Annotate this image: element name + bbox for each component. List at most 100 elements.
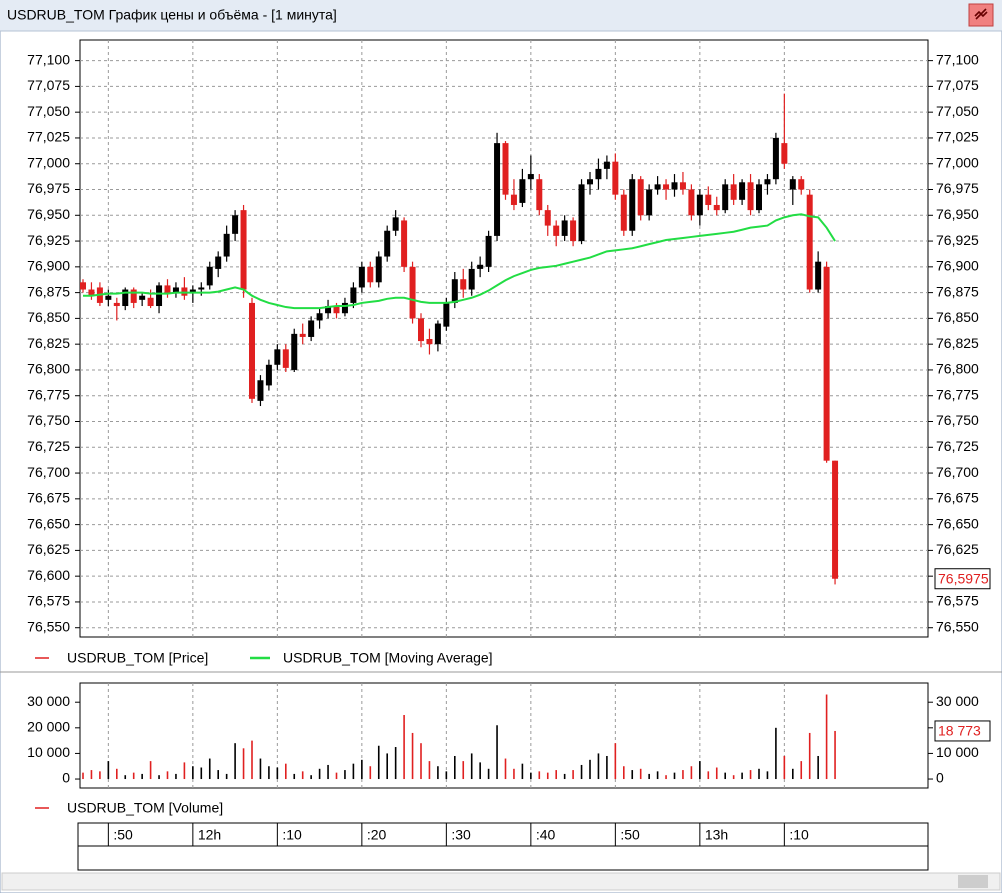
y-tick-label: 0	[62, 770, 70, 786]
last-value-box	[934, 720, 991, 742]
candle-body	[468, 268, 475, 290]
volume-bar	[377, 745, 380, 780]
candle-body	[189, 289, 196, 293]
candle-body	[696, 194, 703, 216]
last-value-box	[934, 568, 991, 590]
volume-bar	[639, 768, 642, 780]
volume-bar	[496, 725, 498, 780]
scrollbar[interactable]	[1, 872, 1001, 891]
volume-bar	[285, 763, 287, 780]
candle-body	[232, 215, 239, 234]
candle-body	[671, 182, 678, 190]
volume-bar	[107, 761, 110, 780]
link-icon	[974, 8, 988, 20]
volume-bar	[301, 771, 304, 780]
time-label: :30	[451, 827, 471, 843]
candle-body	[308, 320, 315, 337]
volume-bar	[445, 771, 448, 780]
y-tick-label: 76,600	[27, 567, 70, 583]
y-tick-label: 76,825	[27, 335, 70, 351]
time-label: :10	[789, 827, 809, 843]
volume-bar	[783, 755, 786, 780]
volume-bar	[276, 767, 279, 780]
volume-bar	[99, 771, 101, 780]
volume-bar	[411, 732, 414, 780]
y2-tick-label: 76,550	[936, 618, 979, 634]
volume-bar	[479, 762, 481, 780]
candle-body	[333, 306, 340, 314]
time-label: :50	[113, 827, 133, 843]
candle-body	[620, 194, 627, 231]
y2-tick-label: 76,625	[936, 541, 979, 557]
scrollbar-thumb[interactable]	[958, 875, 988, 888]
volume-bar	[344, 770, 346, 780]
volume-bar	[707, 771, 710, 780]
volume-bar	[572, 770, 574, 780]
candle-body	[223, 233, 230, 257]
volume-bar	[758, 768, 760, 780]
candle-body	[325, 306, 332, 314]
y2-tick-label: 76,650	[936, 515, 979, 531]
candle-body	[688, 189, 695, 216]
y2-tick-label: 77,100	[936, 51, 979, 67]
candle-body	[832, 460, 839, 579]
y2-tick-label: 76,975	[936, 180, 979, 196]
volume-bar	[166, 771, 169, 780]
volume-bar	[208, 758, 211, 780]
y-tick-label: 76,850	[27, 309, 70, 325]
candle-body	[409, 266, 416, 319]
candle-body	[181, 287, 188, 296]
volume-bar	[158, 775, 160, 780]
candle-body	[730, 184, 737, 200]
y2-tick-label: 76,800	[936, 361, 979, 377]
volume-bar	[597, 753, 600, 780]
volume-bar	[580, 764, 583, 780]
y2-tick-label: 76,850	[936, 309, 979, 325]
volume-bar	[504, 758, 507, 780]
candle-body	[375, 256, 382, 283]
volume-bar	[225, 773, 228, 780]
volume-bar	[673, 772, 676, 780]
volume-bar	[437, 766, 439, 780]
time-label: :50	[620, 827, 640, 843]
candle-body	[679, 182, 686, 190]
volume-bar	[293, 773, 296, 780]
candle-body	[502, 143, 509, 195]
candle-body	[578, 184, 585, 242]
y2-tick-label: 76,925	[936, 232, 979, 248]
y2-tick-label: 76,900	[936, 258, 979, 274]
volume-bar	[124, 775, 127, 780]
volume-bar	[310, 775, 312, 780]
volume-bar	[825, 694, 828, 780]
candle-body	[663, 184, 670, 190]
volume-bar	[741, 772, 743, 780]
candle-body	[265, 364, 272, 386]
y-tick-label: 30 000	[27, 693, 70, 709]
legend-label: USDRUB_TOM [Price]	[67, 650, 208, 666]
candle-body	[156, 285, 163, 307]
y-tick-label: 76,750	[27, 412, 70, 428]
volume-bar	[487, 768, 490, 780]
time-label: :10	[282, 827, 302, 843]
candle-body	[215, 256, 222, 269]
candle-body	[384, 230, 391, 257]
candle-body	[172, 287, 179, 293]
volume-bar	[335, 772, 338, 780]
y2-tick-label: 77,000	[936, 154, 979, 170]
volume-bar	[116, 768, 118, 780]
volume-bar	[834, 730, 836, 780]
candle-body	[434, 323, 441, 345]
volume-bar	[327, 764, 329, 780]
candle-body	[443, 302, 450, 327]
volume-bar	[699, 761, 701, 780]
volume-bar	[631, 770, 634, 780]
volume-bar	[555, 770, 557, 780]
y-tick-label: 76,700	[27, 464, 70, 480]
candle-body	[789, 179, 796, 190]
candle-body	[798, 179, 805, 190]
candle-body	[519, 179, 526, 203]
volume-bar	[462, 761, 465, 780]
volume-bar	[318, 768, 321, 780]
y-tick-label: 76,625	[27, 541, 70, 557]
